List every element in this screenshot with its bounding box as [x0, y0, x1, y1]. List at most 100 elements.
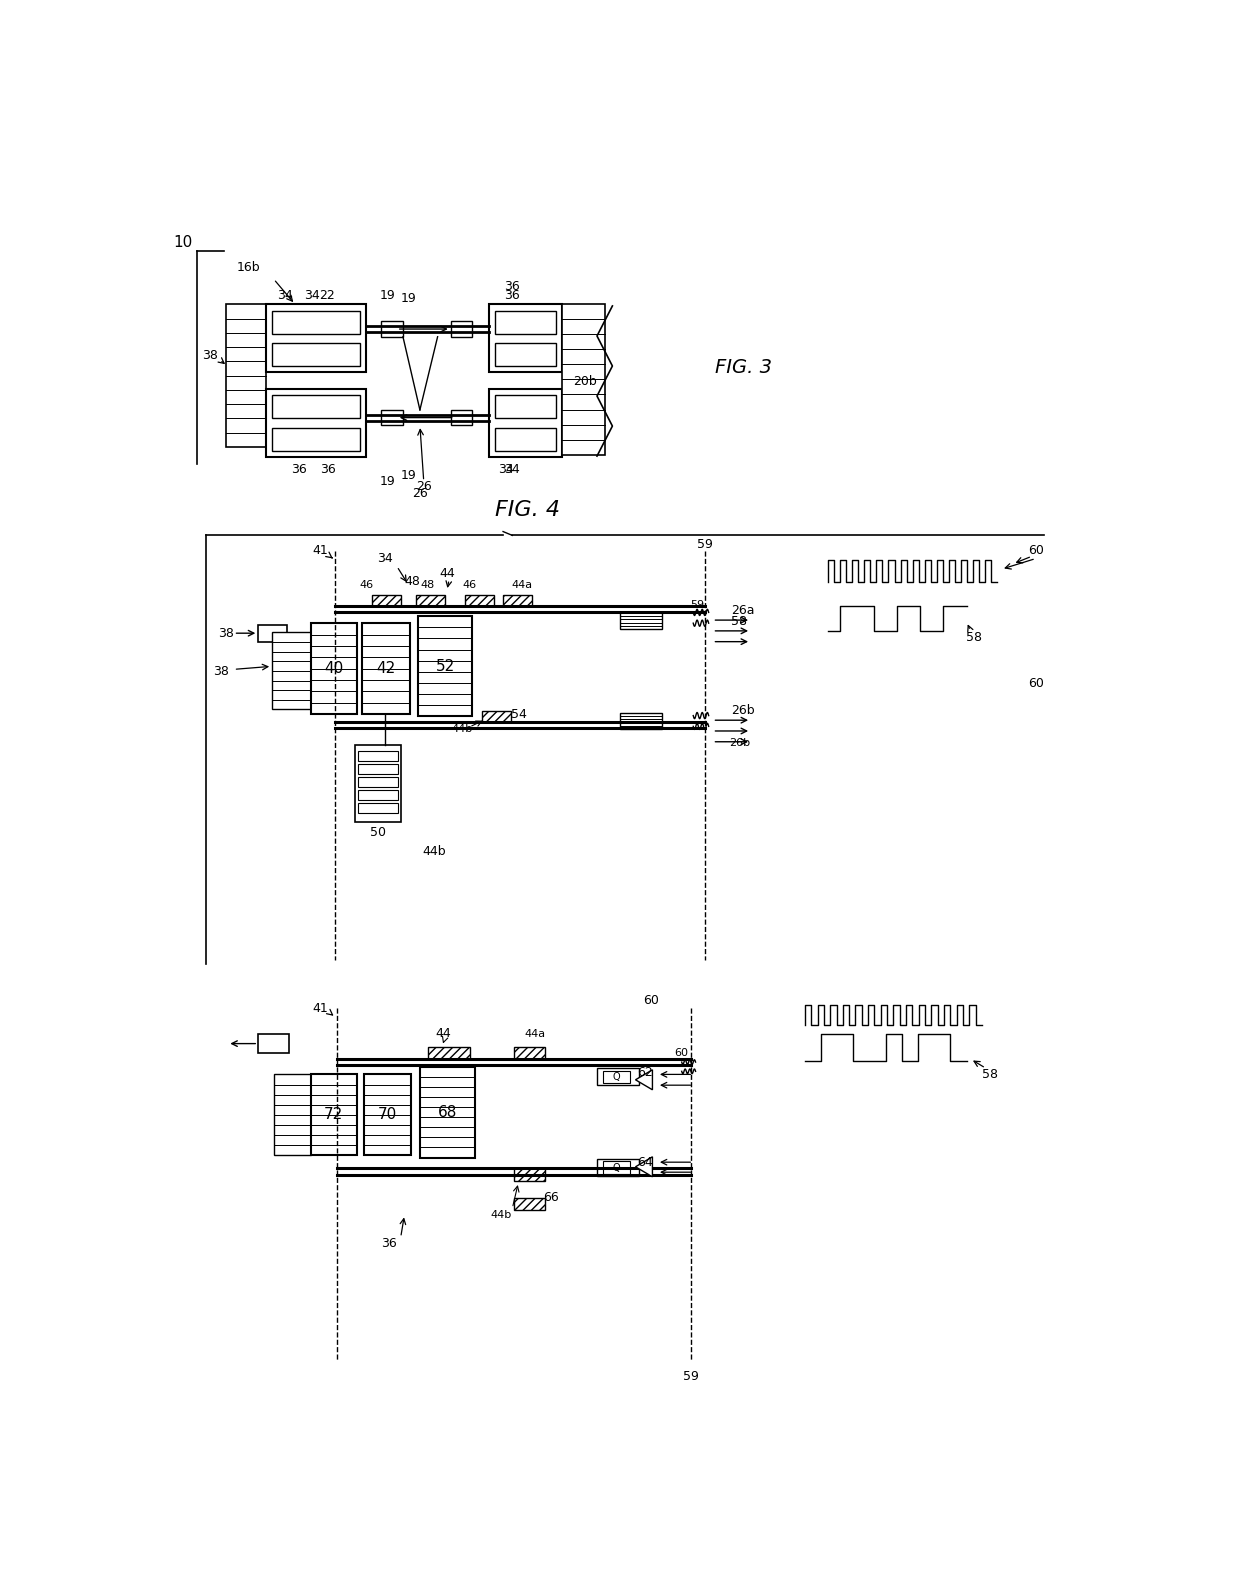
Bar — [258, 625, 288, 641]
Text: 70: 70 — [378, 1108, 397, 1122]
Text: 38: 38 — [202, 349, 218, 362]
Text: Q: Q — [613, 1163, 620, 1173]
Text: 26: 26 — [415, 481, 432, 494]
Bar — [596, 1068, 640, 1086]
Bar — [503, 595, 532, 606]
Text: 46: 46 — [463, 581, 476, 590]
Text: 59: 59 — [697, 538, 713, 551]
Bar — [465, 595, 494, 606]
Bar — [358, 803, 398, 814]
Text: 44: 44 — [435, 1027, 451, 1039]
Bar — [362, 624, 410, 714]
Bar — [603, 1162, 630, 1174]
Bar — [358, 751, 398, 762]
Text: 42: 42 — [377, 662, 396, 676]
Bar — [428, 1047, 470, 1059]
Text: 19: 19 — [379, 289, 396, 302]
Text: 26b: 26b — [732, 703, 755, 717]
Text: 58: 58 — [732, 616, 748, 628]
Text: 20b: 20b — [574, 375, 598, 387]
Text: Q: Q — [613, 1071, 620, 1082]
Text: 41: 41 — [312, 1001, 327, 1014]
Text: 50: 50 — [371, 827, 387, 840]
Bar — [358, 763, 398, 774]
Text: 10: 10 — [174, 235, 192, 251]
Text: 26: 26 — [412, 487, 428, 500]
Bar — [272, 395, 360, 419]
Bar — [272, 311, 360, 333]
Bar — [513, 1198, 544, 1209]
Bar — [417, 595, 445, 606]
Text: 44: 44 — [439, 568, 455, 581]
Text: 36: 36 — [381, 1238, 397, 1251]
Text: 58: 58 — [966, 630, 982, 644]
Bar — [372, 595, 402, 606]
Bar — [355, 744, 402, 822]
Bar — [620, 713, 662, 730]
Bar — [226, 305, 265, 448]
Text: 36: 36 — [291, 463, 306, 476]
Bar — [258, 1035, 289, 1052]
Text: 38: 38 — [218, 627, 234, 640]
Text: 60: 60 — [675, 1047, 688, 1059]
Text: 34: 34 — [498, 463, 515, 476]
Text: 48: 48 — [404, 574, 420, 589]
Text: 62: 62 — [637, 1065, 652, 1079]
Text: FIG. 4: FIG. 4 — [495, 500, 560, 521]
Text: 34: 34 — [278, 289, 293, 302]
Polygon shape — [635, 1157, 652, 1178]
Bar — [490, 389, 563, 457]
Bar — [358, 790, 398, 800]
Text: 58: 58 — [982, 1068, 998, 1081]
Bar — [513, 1198, 544, 1209]
Text: 41: 41 — [312, 544, 327, 557]
Text: 59: 59 — [689, 600, 704, 609]
Text: 34: 34 — [505, 463, 520, 476]
Text: 26a: 26a — [732, 603, 755, 617]
Text: 68: 68 — [438, 1105, 458, 1120]
Bar — [513, 1168, 544, 1181]
Bar — [603, 1071, 630, 1082]
Bar — [420, 1066, 475, 1157]
Bar — [495, 343, 557, 367]
Text: 19: 19 — [379, 475, 396, 487]
Polygon shape — [635, 1070, 652, 1090]
Bar — [372, 595, 402, 606]
Text: 44b: 44b — [451, 724, 472, 735]
Bar — [495, 311, 557, 333]
Bar — [450, 321, 472, 336]
Bar — [272, 633, 310, 709]
Text: 64: 64 — [637, 1157, 652, 1170]
Text: 44b: 44b — [422, 844, 445, 857]
Text: 16b: 16b — [237, 260, 260, 275]
Bar — [358, 778, 398, 787]
Bar — [495, 427, 557, 451]
Text: 72: 72 — [324, 1108, 343, 1122]
Bar — [513, 1047, 544, 1059]
Bar — [481, 711, 511, 722]
Bar — [563, 305, 605, 454]
Bar — [513, 1168, 544, 1181]
Bar — [365, 1074, 410, 1155]
Text: 40: 40 — [324, 662, 343, 676]
Text: 60: 60 — [1028, 676, 1044, 690]
Text: 48: 48 — [420, 581, 435, 590]
Bar — [274, 1074, 310, 1155]
Bar — [382, 321, 403, 336]
Text: 66: 66 — [543, 1192, 559, 1205]
Bar — [450, 409, 472, 425]
Bar — [428, 1047, 470, 1059]
Text: 36: 36 — [320, 463, 335, 476]
Bar — [310, 624, 357, 714]
Text: 38: 38 — [213, 665, 229, 678]
Text: FIG. 3: FIG. 3 — [714, 359, 771, 378]
Bar — [465, 595, 494, 606]
Bar — [418, 616, 472, 716]
Bar — [382, 409, 403, 425]
Text: 46: 46 — [358, 581, 373, 590]
Text: 44a: 44a — [525, 1028, 546, 1038]
Bar — [272, 427, 360, 451]
Text: 19: 19 — [401, 292, 417, 305]
Text: 34: 34 — [377, 552, 393, 565]
Text: 36: 36 — [505, 289, 520, 302]
